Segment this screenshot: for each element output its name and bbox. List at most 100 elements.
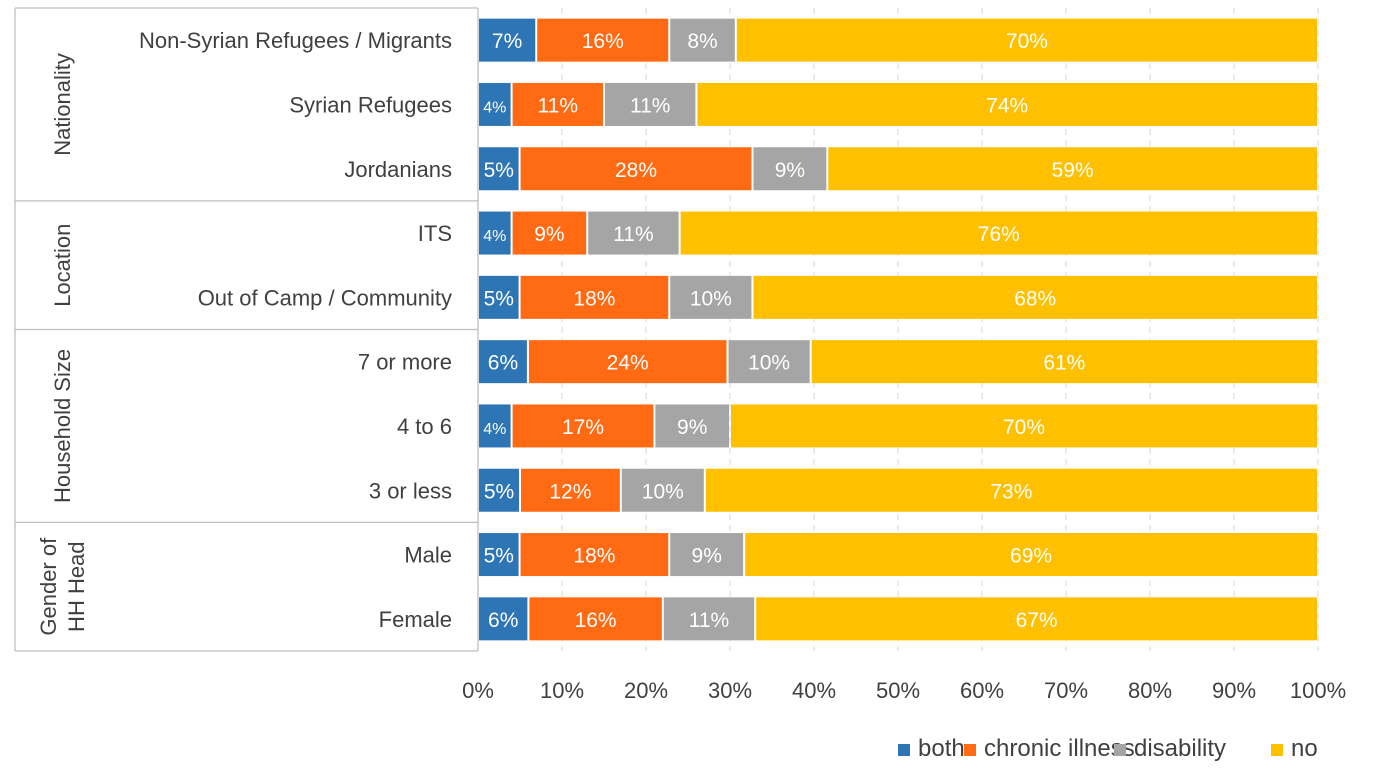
legend-label: both [918, 735, 965, 762]
bar-segment-both [479, 468, 519, 512]
x-tick-label: 90% [1212, 678, 1256, 703]
category-label: Female [379, 607, 452, 632]
bar-segment-no [811, 340, 1317, 384]
bar-segment-both [479, 82, 511, 126]
bar-segment-both [479, 18, 536, 62]
bar-segment-chronic-illness [529, 597, 662, 641]
bar-segment-no [745, 533, 1317, 577]
data-label: 17% [562, 416, 604, 439]
category-labels: Nationality Location Household Size Gender … [36, 28, 452, 635]
bar-segment-no [731, 404, 1317, 448]
data-label: 70% [1003, 416, 1045, 439]
data-label: 69% [1010, 545, 1052, 568]
group-label: Household Size [50, 349, 75, 503]
data-label: 28% [615, 159, 657, 182]
legend-swatch-chronic-illness [964, 744, 976, 756]
legend-label: no [1291, 735, 1318, 762]
data-label: 5% [484, 480, 514, 503]
legend: both chronic illness disability no [898, 735, 1318, 762]
data-label: 9% [692, 545, 722, 568]
bar-segment-both [479, 340, 527, 384]
bar-segment-disability [670, 18, 735, 62]
data-label: 9% [534, 223, 564, 246]
bar-segment-both [479, 404, 511, 448]
group-label-line: Gender of [36, 537, 61, 636]
bar-segment-no [705, 468, 1317, 512]
category-label: Out of Camp / Community [198, 285, 452, 310]
data-label: 5% [484, 545, 514, 568]
x-tick-label: 70% [1044, 678, 1088, 703]
data-label: 24% [607, 352, 649, 375]
bar-segment-chronic-illness [512, 82, 603, 126]
bar-segment-both [479, 533, 519, 577]
category-label: Male [404, 543, 452, 568]
bar-segment-chronic-illness [520, 147, 752, 191]
bar-segment-chronic-illness [521, 468, 620, 512]
data-label: 16% [575, 609, 617, 632]
bar-segment-disability [588, 211, 679, 255]
bar-segment-no [828, 147, 1317, 191]
data-label: 11% [538, 94, 578, 117]
data-label: 5% [484, 159, 514, 182]
data-label: 7% [492, 30, 522, 53]
data-label: 11% [630, 94, 670, 117]
data-label: 9% [677, 416, 707, 439]
bars: 7% 16% 8% 70% 4% 11% 11% 74% 5% 28% 9% 59% 4% 9% 11% 76… [479, 18, 1317, 641]
bar-segment-no [756, 597, 1317, 641]
bar-segment-disability [663, 597, 755, 641]
bar-segment-disability [670, 275, 752, 319]
bar-segment-both [479, 147, 519, 191]
bar-segment-chronic-illness [512, 211, 587, 255]
legend-label: chronic illness [984, 735, 1135, 762]
category-label: Jordanians [344, 157, 452, 182]
data-label: 67% [1016, 609, 1058, 632]
data-label: 6% [488, 352, 518, 375]
bar-segment-disability [753, 147, 827, 191]
data-label: 4% [483, 421, 506, 438]
data-label: 10% [642, 480, 684, 503]
x-tick-label: 60% [960, 678, 1004, 703]
category-label: Non-Syrian Refugees / Migrants [139, 28, 452, 53]
data-label: 68% [1014, 287, 1056, 310]
data-label: 10% [690, 287, 732, 310]
data-label: 4% [483, 228, 506, 245]
legend-swatch-disability [1114, 744, 1126, 756]
bar-segment-no [697, 82, 1317, 126]
bar-segment-chronic-illness [520, 275, 669, 319]
group-label-line: HH Head [64, 541, 89, 631]
x-axis-ticks: 0% 10% 20% 30% 40% 50% 60% 70% 80% 90% 100% [462, 678, 1346, 703]
data-label: 61% [1043, 352, 1085, 375]
data-label: 6% [488, 609, 518, 632]
category-label: 3 or less [369, 478, 452, 503]
bar-segment-both [479, 597, 528, 641]
data-label: 74% [986, 94, 1028, 117]
x-tick-label: 0% [462, 678, 494, 703]
data-label: 16% [582, 30, 624, 53]
category-label: 7 or more [358, 350, 452, 375]
group-label: Nationality [50, 53, 75, 156]
data-label: 8% [687, 30, 717, 53]
category-label: ITS [418, 221, 452, 246]
bar-segment-both [479, 211, 511, 255]
bar-segment-no [736, 18, 1317, 62]
x-tick-label: 20% [624, 678, 668, 703]
data-label: 59% [1052, 159, 1094, 182]
legend-label: disability [1134, 735, 1226, 762]
x-tick-label: 80% [1128, 678, 1172, 703]
bar-segment-no [753, 275, 1317, 319]
data-label: 18% [573, 287, 615, 310]
group-label: Gender of HH Head [36, 537, 89, 636]
bar-segment-disability [605, 82, 696, 126]
data-label: 5% [484, 287, 514, 310]
legend-swatch-both [898, 744, 910, 756]
data-label: 4% [483, 99, 506, 116]
bar-segment-disability [621, 468, 704, 512]
bar-segment-disability [670, 533, 744, 577]
x-tick-label: 30% [708, 678, 752, 703]
bar-segment-both [479, 275, 519, 319]
x-tick-label: 50% [876, 678, 920, 703]
data-label: 10% [748, 352, 790, 375]
x-tick-label: 40% [792, 678, 836, 703]
data-label: 18% [573, 545, 615, 568]
category-axis-frame [14, 7, 479, 652]
